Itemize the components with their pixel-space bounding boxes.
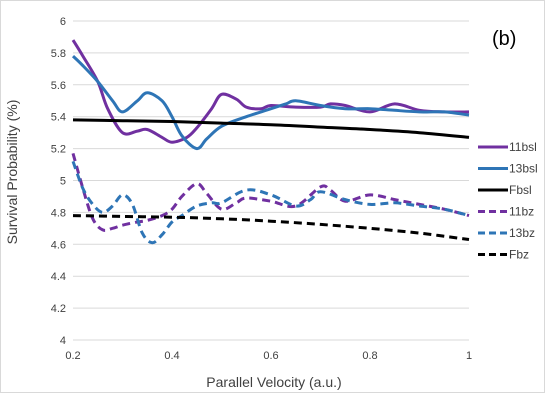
y-tick-label: 5.2 <box>51 144 66 156</box>
series-line-13bz <box>71 160 470 245</box>
legend-label-Fbz: Fbz <box>509 248 529 262</box>
x-tick-label: 1 <box>466 350 472 362</box>
legend-label-Fbsl: Fbsl <box>509 183 532 197</box>
legend-label-11bz: 11bz <box>509 205 534 219</box>
y-tick-label: 5.4 <box>51 112 66 124</box>
x-tick-label: 0.2 <box>65 350 80 362</box>
x-tick-labels: 0.2 0.4 0.6 0.8 1 <box>65 350 472 362</box>
grid <box>73 20 469 341</box>
y-tick-label: 4.4 <box>51 271 66 283</box>
y-tick-label: 4.2 <box>51 303 66 315</box>
y-tick-labels: 4 4.2 4.4 4.6 4.8 5 5.2 5.4 5.6 5.8 6 <box>51 16 66 347</box>
legend-label-13bz: 13bz <box>509 226 535 240</box>
series-line-11bsl <box>71 39 470 144</box>
panel-label: (b) <box>492 28 516 50</box>
y-tick-label: 5.6 <box>51 80 66 92</box>
x-tick-label: 0.4 <box>164 350 179 362</box>
y-tick-label: 5.8 <box>51 48 66 60</box>
y-tick-label: 4.8 <box>51 207 66 219</box>
legend-label-11bsl: 11bsl <box>509 140 537 154</box>
y-tick-label: 4.6 <box>51 239 66 251</box>
y-tick-label: 5 <box>60 176 66 188</box>
x-axis-label: Parallel Velocity (a.u.) <box>206 374 341 390</box>
y-tick-label: 6 <box>60 16 66 28</box>
legend: 11bsl 13bsl Fbsl 11bz 13bz Fbz <box>478 140 538 262</box>
y-tick-label: 4 <box>60 335 66 347</box>
series-group <box>71 39 470 245</box>
x-tick-label: 0.8 <box>362 350 377 362</box>
x-tick-label: 0.6 <box>263 350 278 362</box>
legend-label-13bsl: 13bsl <box>509 162 538 176</box>
series-line-Fbz <box>72 214 470 241</box>
series-line-13bsl <box>71 55 470 151</box>
y-axis-label: Survival Probability (%) <box>4 100 20 245</box>
series-line-Fbsl <box>72 118 470 139</box>
series-line-11bz <box>71 152 470 232</box>
